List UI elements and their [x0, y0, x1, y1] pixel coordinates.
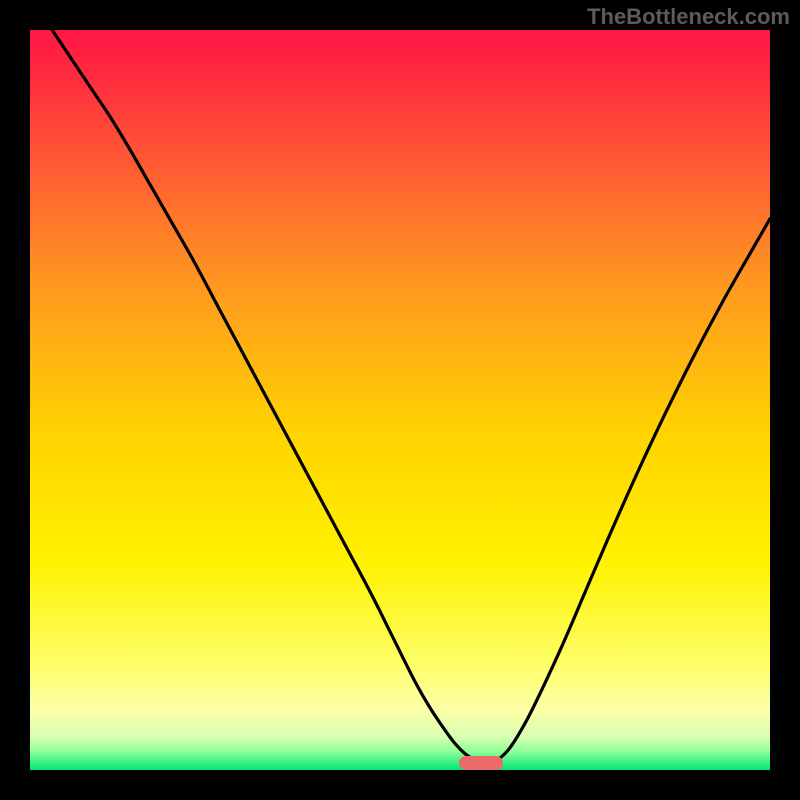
- chart-container: { "attribution": { "text": "TheBottlenec…: [0, 0, 800, 800]
- attribution-text: TheBottleneck.com: [587, 4, 790, 30]
- optimum-marker: [459, 756, 503, 770]
- bottleneck-curve: [30, 30, 770, 770]
- plot-area: [30, 30, 770, 770]
